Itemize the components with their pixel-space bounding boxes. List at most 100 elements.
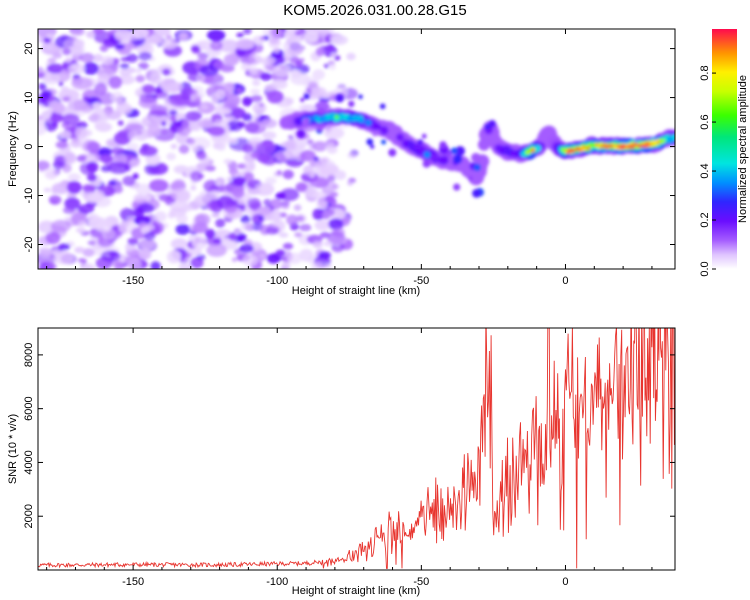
noise-blob — [250, 151, 261, 159]
noise-blob — [169, 115, 177, 122]
ridge-scatter — [473, 163, 481, 172]
ridge-scatter — [300, 97, 305, 102]
noise-blob — [242, 254, 258, 267]
noise-blob — [76, 155, 87, 162]
noise-blob — [111, 91, 124, 103]
noise-blob — [158, 193, 171, 202]
noise-blob — [309, 86, 320, 97]
noise-blobs — [38, 29, 359, 269]
noise-blob — [82, 248, 95, 257]
noise-blob — [252, 79, 261, 87]
colorbar-tick-label: 0.4 — [699, 163, 711, 178]
y-tick-label: -20 — [23, 237, 35, 253]
ridge-cell — [637, 144, 642, 148]
noise-blob — [139, 237, 156, 250]
noise-blob — [312, 208, 325, 221]
noise-blob — [332, 227, 345, 239]
noise-blob — [309, 177, 330, 188]
noise-blob — [38, 160, 50, 171]
noise-blob — [148, 179, 169, 193]
colorbar-tick-label: 0.0 — [699, 261, 711, 276]
noise-blob — [250, 88, 261, 95]
noise-blob — [275, 249, 286, 257]
noise-blob — [231, 257, 237, 263]
ridge-cell — [582, 145, 586, 149]
noise-blob — [303, 165, 314, 176]
noise-blob — [240, 214, 251, 224]
noise-blob — [331, 184, 340, 190]
noise-blob — [266, 253, 281, 264]
x-tick-label: -150 — [122, 275, 144, 287]
noise-blob — [99, 154, 113, 163]
noise-blob — [259, 102, 264, 108]
noise-blob — [61, 163, 72, 173]
noise-blob — [307, 81, 318, 89]
noise-blob — [258, 184, 273, 194]
noise-blob — [41, 90, 53, 98]
noise-blob — [154, 87, 163, 94]
noise-blob — [327, 175, 336, 182]
noise-blob — [200, 103, 209, 110]
noise-blob — [243, 29, 252, 35]
noise-blob — [241, 62, 251, 71]
noise-blob — [262, 131, 277, 140]
noise-blob — [44, 167, 58, 180]
noise-blob — [178, 144, 190, 154]
noise-blob — [307, 125, 315, 132]
noise-blob — [51, 182, 71, 195]
ridge-scatter — [317, 107, 325, 115]
noise-blob — [196, 98, 201, 104]
noise-blob — [138, 51, 152, 61]
colorbar-tick-label: 0.8 — [699, 65, 711, 80]
colorbar-tick-label: 0.6 — [699, 114, 711, 129]
noise-blob — [83, 62, 99, 75]
noise-blob — [47, 57, 57, 63]
noise-blob — [127, 237, 139, 246]
noise-blob — [52, 102, 65, 114]
noise-blob — [329, 191, 339, 198]
ridge-cell — [396, 133, 404, 142]
ridge-cell — [379, 125, 389, 135]
ridge-cell — [607, 144, 611, 148]
noise-blob — [321, 210, 331, 220]
noise-blob — [50, 113, 64, 123]
noise-blob — [263, 35, 270, 41]
noise-blob — [258, 154, 270, 164]
noise-blob — [131, 29, 149, 39]
noise-blob — [113, 131, 132, 145]
noise-blob — [280, 200, 290, 207]
noise-blob — [192, 222, 209, 234]
snr-ylabel: SNR (10 * v/v) — [7, 414, 19, 484]
ridge-scatter — [372, 131, 378, 137]
noise-blob — [127, 216, 136, 223]
noise-blob — [62, 48, 72, 56]
noise-blob — [347, 180, 354, 186]
noise-blob — [269, 36, 280, 45]
noise-blob — [328, 43, 334, 49]
noise-blob — [166, 250, 182, 264]
noise-blob — [185, 111, 202, 121]
ridge-scatter — [414, 143, 421, 150]
noise-blob — [114, 29, 133, 42]
noise-blob — [243, 172, 254, 182]
noise-blob — [117, 120, 124, 126]
ridge-scatter — [453, 183, 461, 191]
noise-blob — [293, 204, 302, 211]
noise-blob — [170, 188, 191, 202]
y-tick-label: -10 — [23, 188, 35, 204]
noise-blob — [223, 158, 233, 165]
noise-blob — [92, 29, 105, 35]
noise-blob — [141, 115, 163, 128]
noise-blob — [252, 114, 260, 120]
noise-blob — [319, 163, 339, 177]
noise-blob — [66, 180, 82, 194]
ridge-cell — [657, 141, 660, 145]
noise-blob — [318, 29, 330, 35]
noise-blob — [55, 141, 69, 149]
noise-blob — [77, 204, 95, 214]
noise-blob — [331, 52, 337, 58]
noise-blob — [314, 163, 321, 169]
ridge-cell — [575, 147, 580, 151]
